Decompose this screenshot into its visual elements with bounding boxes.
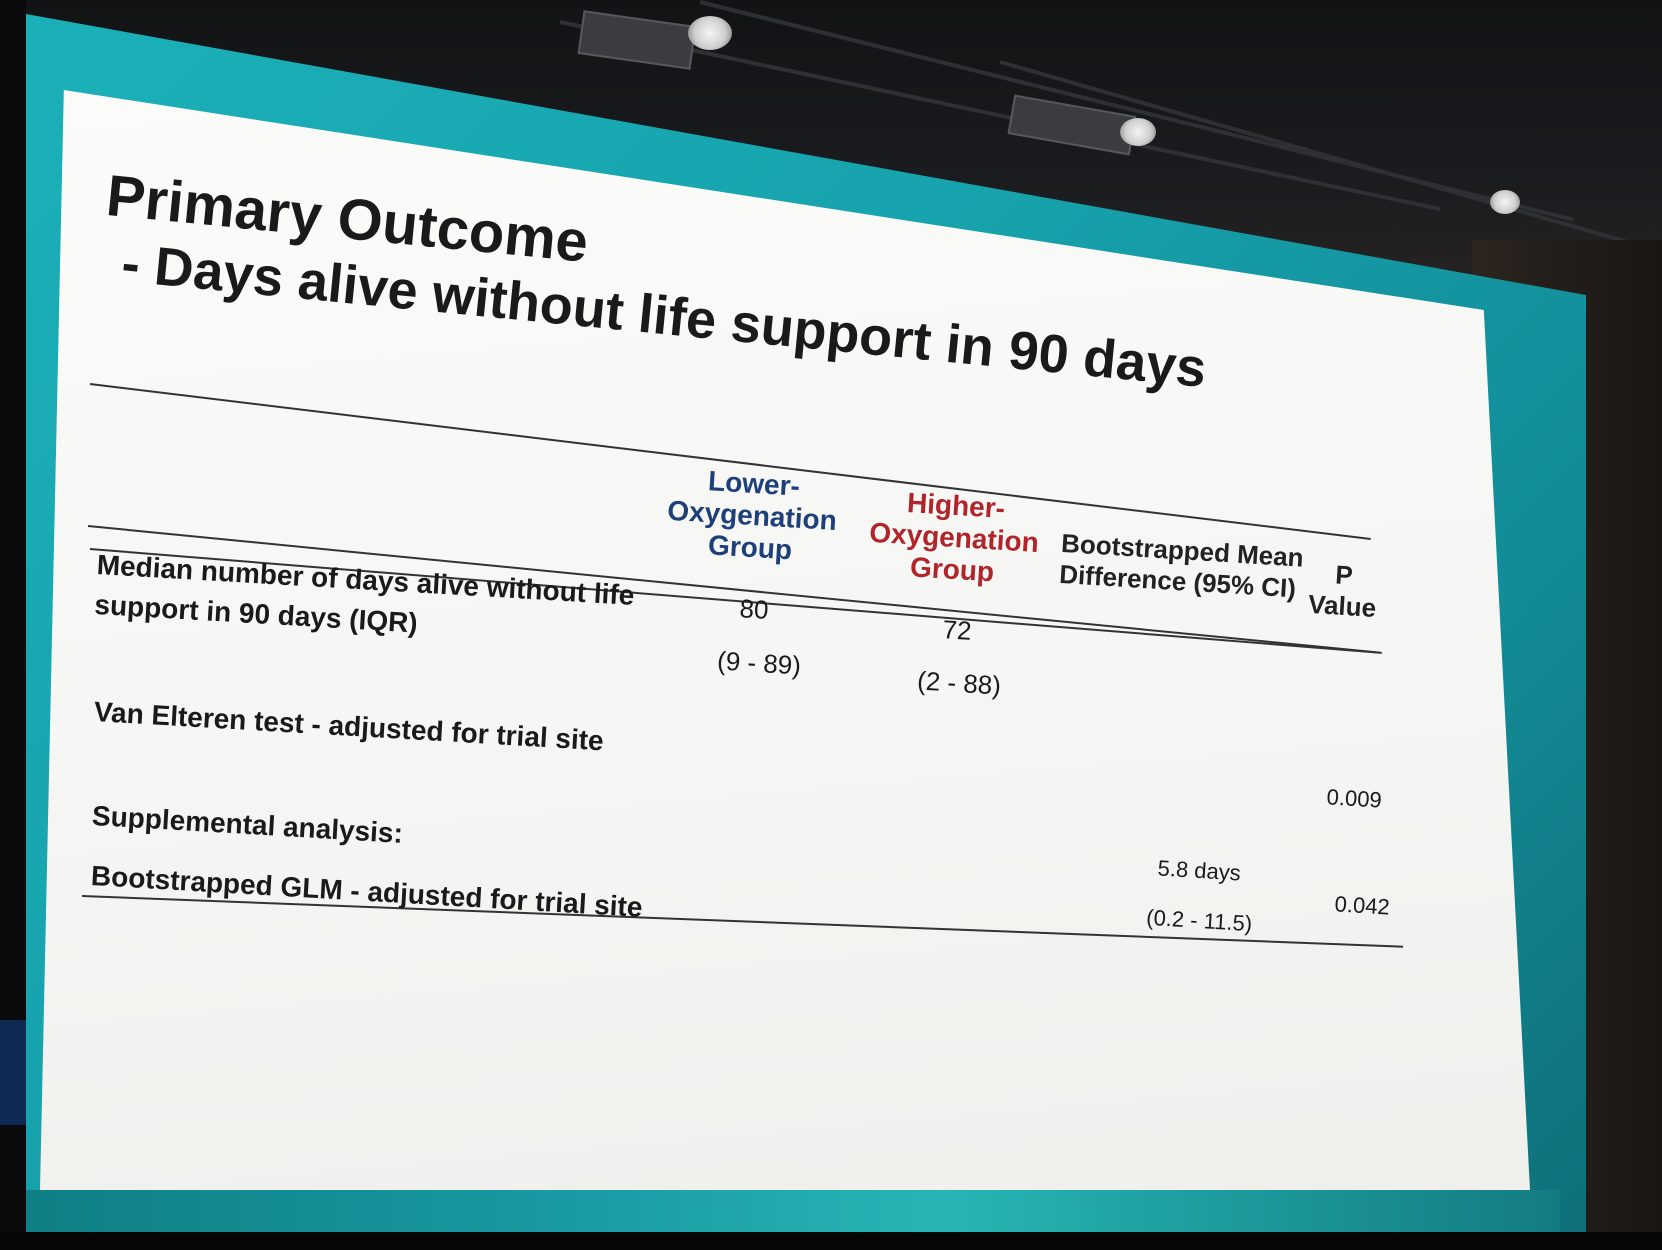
bottom-dark-edge [0, 1232, 1662, 1250]
screen-bottom-edge [26, 1190, 1560, 1234]
glm-p-value: 0.042 [1333, 891, 1391, 920]
ceiling-light [688, 16, 732, 50]
ceiling-fixture [577, 10, 697, 70]
header-lower-oxygenation: Lower- Oxygenation Group [664, 463, 840, 569]
ceiling-light [1490, 190, 1520, 214]
header-p-value: P Value [1296, 557, 1390, 624]
lower-median-value: 80 [738, 593, 770, 625]
ceiling-light [1120, 118, 1156, 146]
header-higher-oxygenation: Higher- Oxygenation Group [866, 485, 1042, 591]
higher-median-value: 72 [941, 614, 973, 646]
header-p-line2: Value [1307, 588, 1378, 623]
left-blue-edge [0, 1020, 26, 1125]
van-elteren-p-value: 0.009 [1325, 784, 1383, 813]
